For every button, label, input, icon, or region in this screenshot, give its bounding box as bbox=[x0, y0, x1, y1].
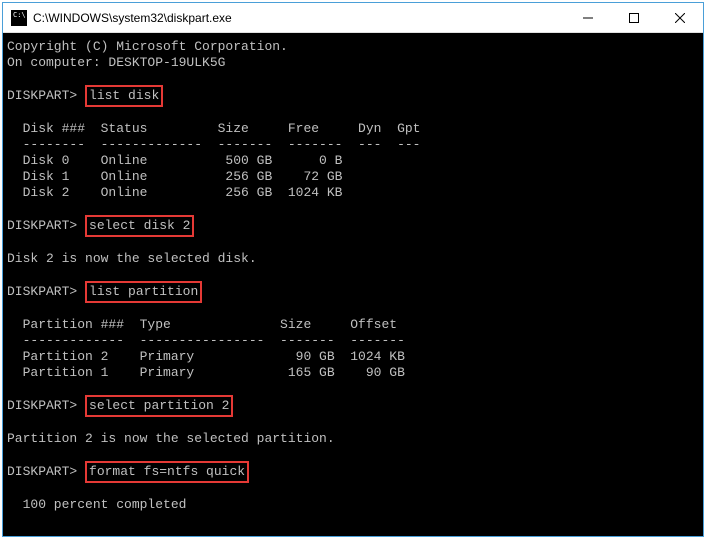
close-button[interactable] bbox=[657, 3, 703, 32]
window-title: C:\WINDOWS\system32\diskpart.exe bbox=[33, 11, 565, 25]
cmd-select-partition: DISKPART> select partition 2 bbox=[7, 397, 703, 415]
cmd-select-disk: DISKPART> select disk 2 bbox=[7, 217, 703, 235]
prompt: DISKPART> bbox=[7, 398, 77, 413]
highlighted-command: format fs=ntfs quick bbox=[85, 461, 249, 483]
highlighted-command: list disk bbox=[85, 85, 163, 107]
partition-table-header: Partition ### Type Size Offset bbox=[7, 317, 703, 333]
table-row: Partition 1 Primary 165 GB 90 GB bbox=[7, 365, 703, 381]
diskpart-window: C:\WINDOWS\system32\diskpart.exe Copyrig… bbox=[2, 2, 704, 537]
computer-line: On computer: DESKTOP-19ULK5G bbox=[7, 55, 703, 71]
cmd-list-disk: DISKPART> list disk bbox=[7, 87, 703, 105]
highlighted-command: select partition 2 bbox=[85, 395, 233, 417]
cmd-format: DISKPART> format fs=ntfs quick bbox=[7, 463, 703, 481]
maximize-button[interactable] bbox=[611, 3, 657, 32]
highlighted-command: select disk 2 bbox=[85, 215, 194, 237]
cmd-list-partition: DISKPART> list partition bbox=[7, 283, 703, 301]
window-controls bbox=[565, 3, 703, 32]
partition-table-divider: ------------- ---------------- ------- -… bbox=[7, 333, 703, 349]
table-row: Disk 2 Online 256 GB 1024 KB bbox=[7, 185, 703, 201]
prompt: DISKPART> bbox=[7, 464, 77, 479]
cmd-icon bbox=[11, 10, 27, 26]
table-row: Disk 0 Online 500 GB 0 B bbox=[7, 153, 703, 169]
copyright-line: Copyright (C) Microsoft Corporation. bbox=[7, 39, 703, 55]
highlighted-command: list partition bbox=[85, 281, 202, 303]
minimize-button[interactable] bbox=[565, 3, 611, 32]
response-line: Disk 2 is now the selected disk. bbox=[7, 251, 703, 267]
prompt: DISKPART> bbox=[7, 284, 77, 299]
table-row: Disk 1 Online 256 GB 72 GB bbox=[7, 169, 703, 185]
response-line: Partition 2 is now the selected partitio… bbox=[7, 431, 703, 447]
disk-table-divider: -------- ------------- ------- ------- -… bbox=[7, 137, 703, 153]
prompt: DISKPART> bbox=[7, 88, 77, 103]
prompt: DISKPART> bbox=[7, 218, 77, 233]
disk-table-header: Disk ### Status Size Free Dyn Gpt bbox=[7, 121, 703, 137]
titlebar[interactable]: C:\WINDOWS\system32\diskpart.exe bbox=[3, 3, 703, 33]
table-row: Partition 2 Primary 90 GB 1024 KB bbox=[7, 349, 703, 365]
terminal-output[interactable]: Copyright (C) Microsoft Corporation.On c… bbox=[3, 33, 703, 536]
response-line: 100 percent completed bbox=[7, 497, 703, 513]
